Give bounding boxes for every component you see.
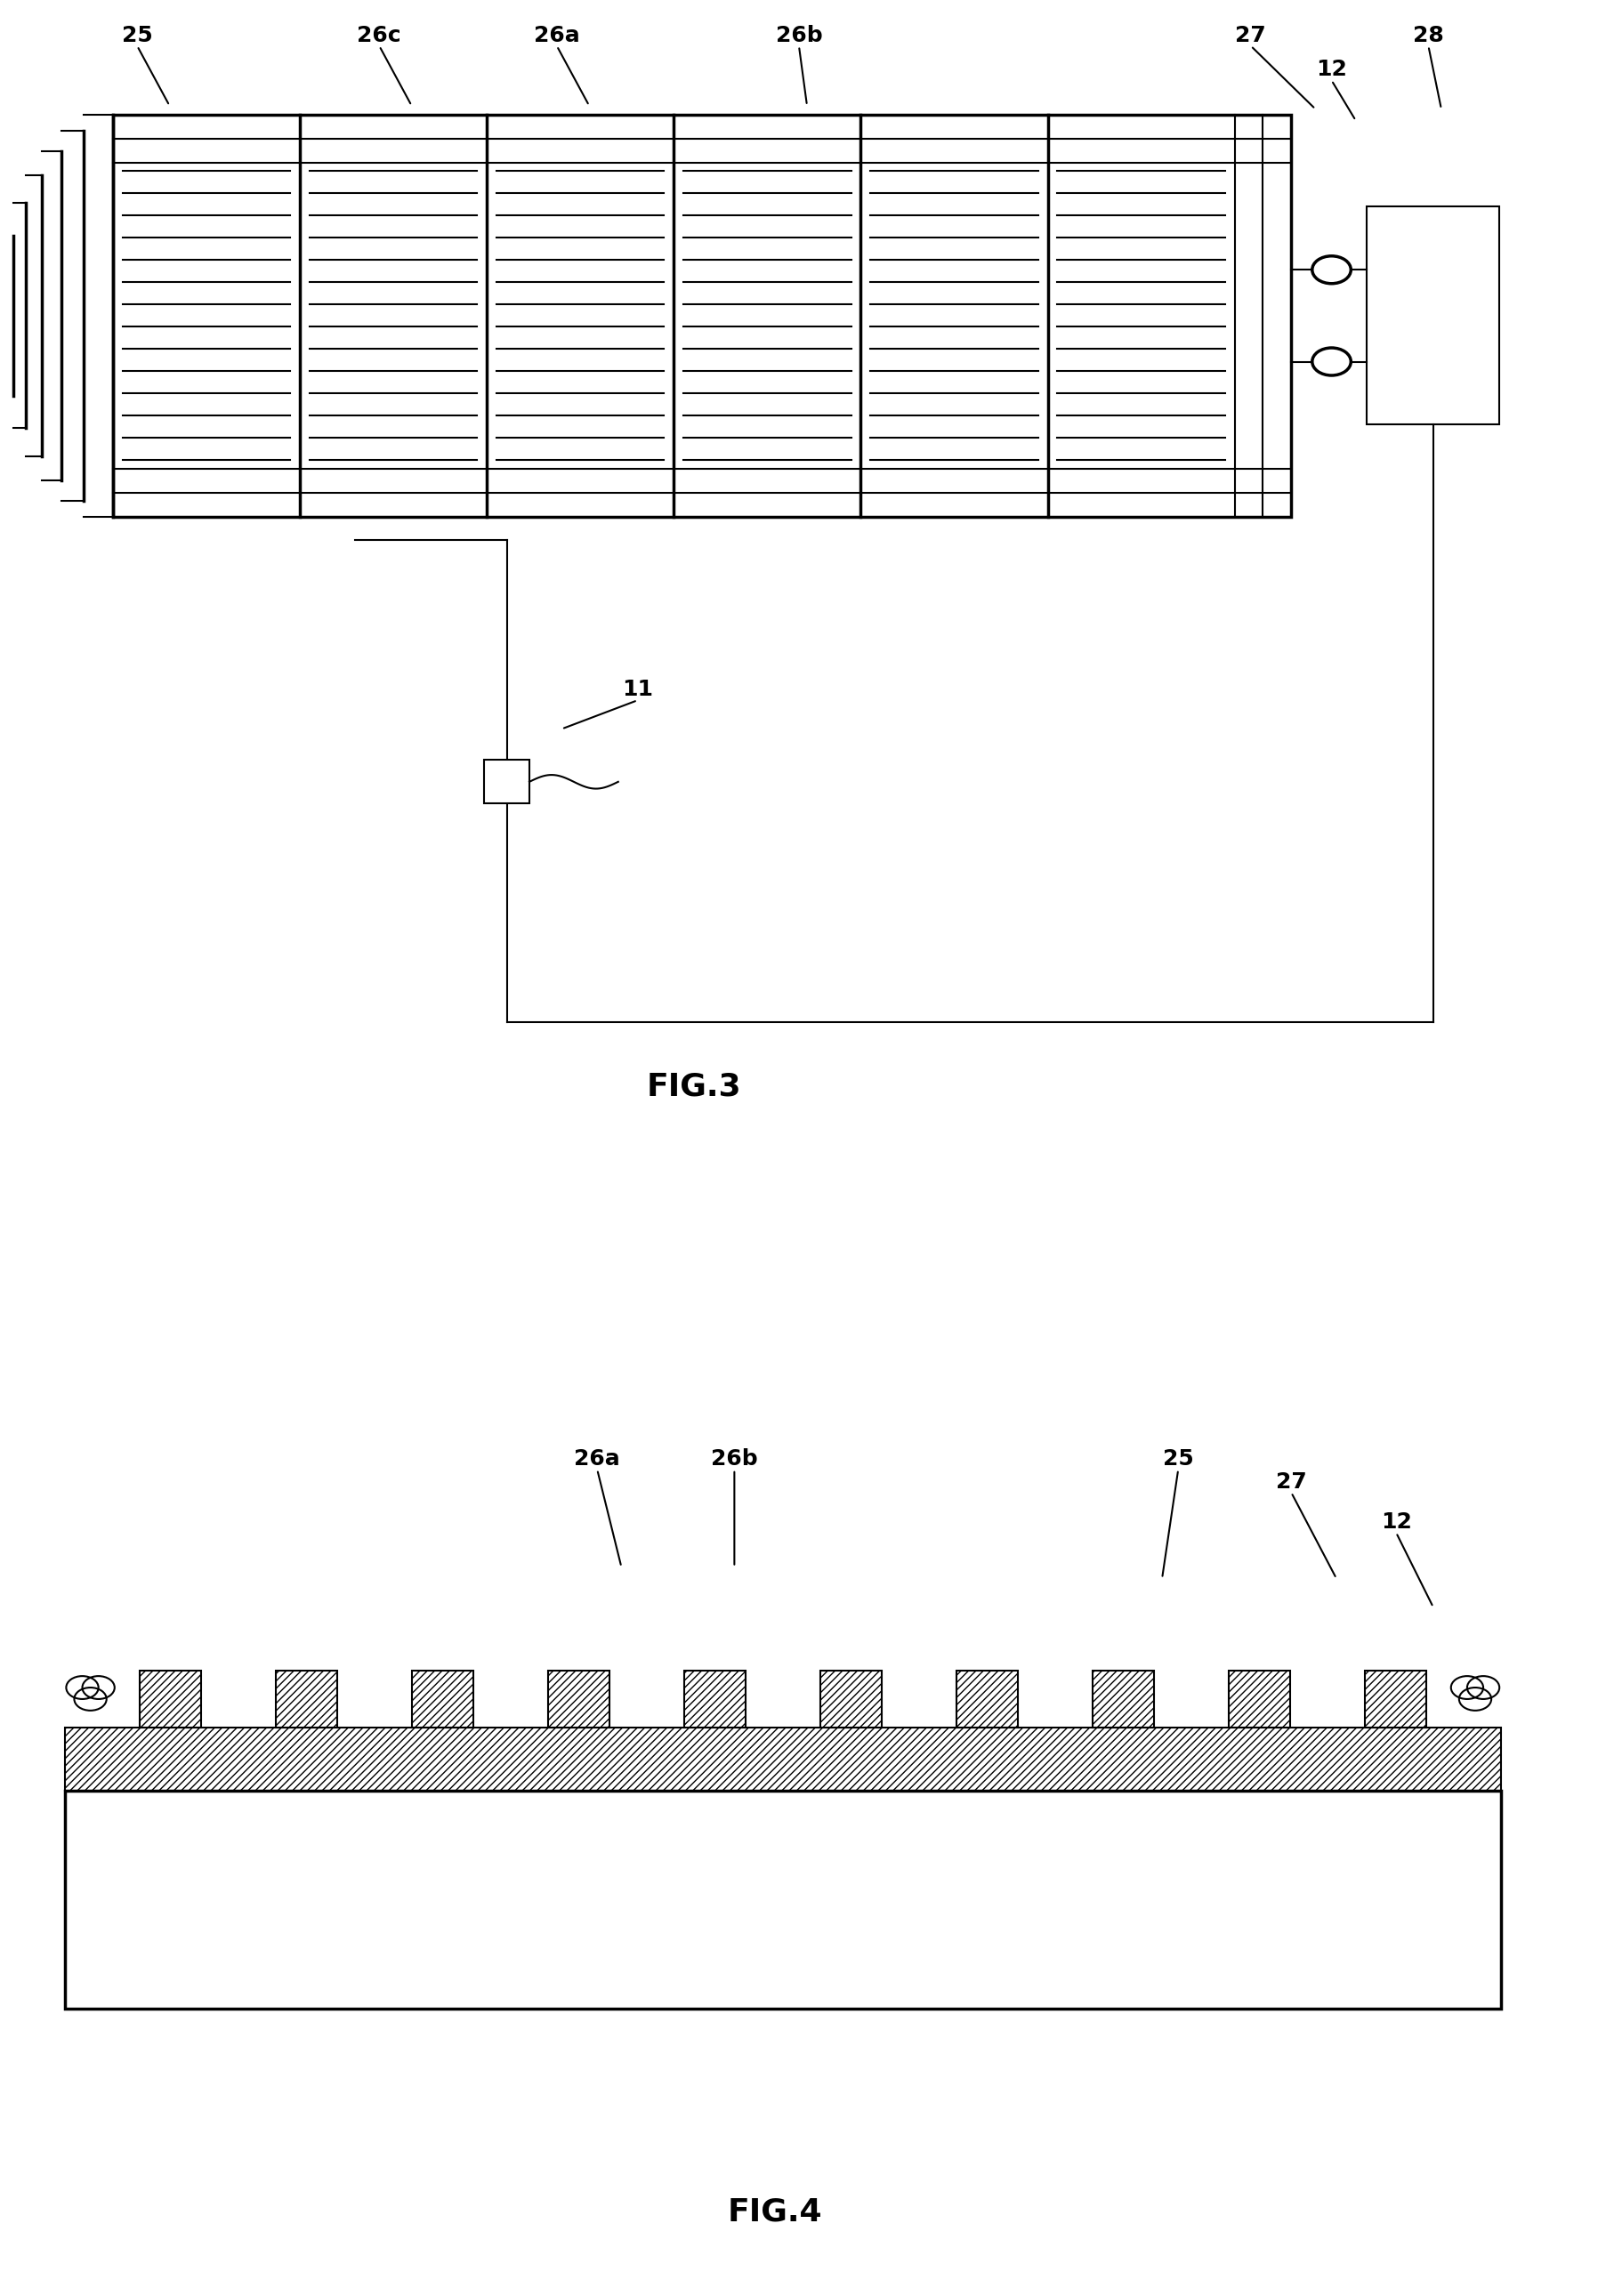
Bar xyxy=(1093,1669,1154,1727)
Bar xyxy=(65,1791,1501,2009)
Text: 25: 25 xyxy=(1162,1449,1194,1469)
Text: 28: 28 xyxy=(1412,25,1445,46)
Bar xyxy=(684,1669,746,1727)
Bar xyxy=(412,1669,473,1727)
Bar xyxy=(113,115,1291,517)
Text: 27: 27 xyxy=(1275,1472,1307,1492)
Text: FIG.4: FIG.4 xyxy=(728,2197,822,2227)
Text: 12: 12 xyxy=(1380,1511,1412,1534)
Bar xyxy=(1228,1669,1290,1727)
Bar xyxy=(957,1669,1018,1727)
Bar xyxy=(1365,1669,1427,1727)
Bar xyxy=(484,760,529,804)
Bar xyxy=(139,1669,200,1727)
Text: 26c: 26c xyxy=(357,25,402,46)
Text: 26b: 26b xyxy=(710,1449,759,1469)
Text: 11: 11 xyxy=(621,680,654,700)
Text: FIG.3: FIG.3 xyxy=(647,1072,741,1102)
Bar xyxy=(65,1727,1501,1791)
Text: 26b: 26b xyxy=(775,25,823,46)
Text: 25: 25 xyxy=(121,25,153,46)
Bar xyxy=(1367,207,1499,425)
Text: 12: 12 xyxy=(1315,60,1348,80)
Text: 26a: 26a xyxy=(575,1449,620,1469)
Bar xyxy=(820,1669,881,1727)
Bar xyxy=(547,1669,608,1727)
Text: 26a: 26a xyxy=(534,25,579,46)
Bar xyxy=(276,1669,337,1727)
Text: 27: 27 xyxy=(1235,25,1267,46)
